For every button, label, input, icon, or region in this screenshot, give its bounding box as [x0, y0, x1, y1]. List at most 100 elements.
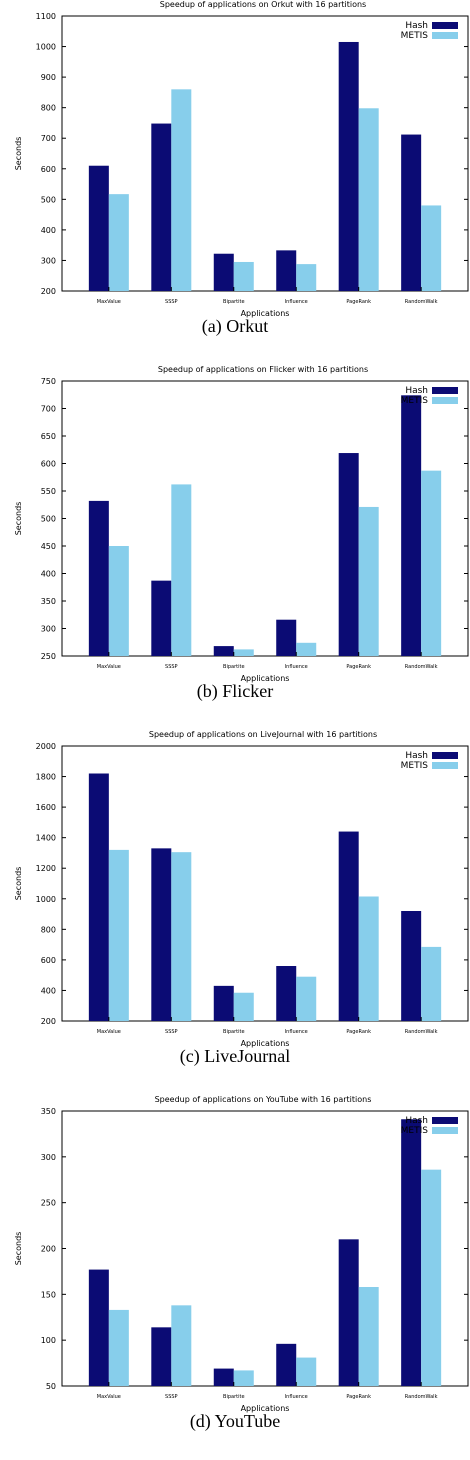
y-tick-label: 300: [41, 1153, 56, 1162]
bar-hash-sssp: [151, 1327, 172, 1386]
y-tick-label: 350: [41, 597, 56, 606]
legend-label-hash: Hash: [405, 751, 428, 761]
legend-label-metis: METIS: [401, 1126, 429, 1136]
x-tick-label: Bipartite: [223, 664, 245, 670]
bar-hash-pagerank: [338, 1239, 359, 1386]
bar-metis-randomwalk: [421, 470, 442, 656]
x-tick-label: MaxValue: [97, 664, 121, 670]
y-tick-label: 600: [41, 165, 56, 174]
caption-youtube: (d) YouTube: [189, 1411, 281, 1431]
x-tick-label: RandomWalk: [405, 664, 438, 670]
y-axis-label: Seconds: [14, 137, 23, 171]
x-tick-label: Bipartite: [223, 1029, 245, 1035]
x-tick-label: MaxValue: [97, 299, 121, 305]
x-tick-label: SSSP: [165, 1394, 178, 1400]
y-tick-label: 100: [41, 1336, 56, 1345]
bar-hash-maxvalue: [88, 1269, 109, 1386]
y-tick-label: 250: [41, 1199, 56, 1208]
chart-livejournal: Speedup of applications on LiveJournal w…: [14, 730, 469, 1048]
y-tick-label: 900: [41, 73, 56, 82]
x-tick-label: SSSP: [165, 664, 178, 670]
legend-swatch-metis: [432, 1127, 458, 1134]
bar-metis-maxvalue: [108, 546, 129, 656]
chart-panel-youtube: Speedup of applications on YouTube with …: [0, 1095, 470, 1460]
y-tick-label: 700: [41, 405, 56, 414]
bar-hash-pagerank: [338, 41, 359, 291]
bar-metis-maxvalue: [108, 849, 129, 1021]
x-axis-label: Applications: [241, 309, 290, 318]
legend-swatch-metis: [432, 397, 458, 404]
x-tick-label: MaxValue: [97, 1029, 121, 1035]
bar-hash-maxvalue: [88, 165, 109, 291]
caption-orkut: (a) Orkut: [201, 316, 269, 336]
legend-label-metis: METIS: [401, 31, 429, 41]
bar-hash-randomwalk: [401, 395, 422, 656]
chart-youtube: Speedup of applications on YouTube with …: [14, 1095, 469, 1413]
bar-hash-influence: [276, 1343, 297, 1386]
bar-metis-bipartite: [233, 1370, 254, 1386]
y-axis-label: Seconds: [14, 502, 23, 536]
legend-swatch-hash: [432, 752, 458, 759]
bar-metis-influence: [296, 976, 317, 1021]
chart-panel-livejournal: Speedup of applications on LiveJournal w…: [0, 730, 470, 1095]
bar-hash-randomwalk: [401, 911, 422, 1021]
chart-panel-orkut: Speedup of applications on Orkut with 16…: [0, 0, 470, 365]
bar-metis-maxvalue: [108, 194, 129, 291]
bar-hash-influence: [276, 966, 297, 1021]
y-tick-label: 650: [41, 432, 56, 441]
y-tick-label: 200: [41, 287, 56, 296]
y-tick-label: 750: [41, 377, 56, 386]
x-tick-label: Influence: [285, 1394, 308, 1400]
bar-metis-pagerank: [358, 108, 379, 292]
x-tick-label: PageRank: [346, 1394, 371, 1400]
y-tick-label: 2000: [36, 742, 56, 751]
bar-hash-sssp: [151, 123, 172, 291]
bar-metis-sssp: [171, 484, 192, 656]
bar-metis-sssp: [171, 852, 192, 1021]
legend-label-metis: METIS: [401, 396, 429, 406]
y-tick-label: 150: [41, 1290, 56, 1299]
y-axis-label: Seconds: [14, 867, 23, 901]
y-tick-label: 1000: [36, 43, 56, 52]
x-tick-label: PageRank: [346, 1029, 371, 1035]
y-tick-label: 600: [41, 956, 56, 965]
bar-metis-pagerank: [358, 1287, 379, 1386]
y-tick-label: 400: [41, 986, 56, 995]
x-tick-label: Bipartite: [223, 1394, 245, 1400]
y-tick-label: 1000: [36, 895, 56, 904]
bar-metis-bipartite: [233, 992, 254, 1021]
x-tick-label: PageRank: [346, 664, 371, 670]
y-tick-label: 1600: [36, 803, 56, 812]
bar-metis-influence: [296, 1357, 317, 1386]
x-tick-label: SSSP: [165, 299, 178, 305]
bar-hash-maxvalue: [88, 773, 109, 1021]
chart-panel-flicker: Speedup of applications on Flicker with …: [0, 365, 470, 730]
bar-hash-influence: [276, 250, 297, 291]
y-tick-label: 300: [41, 625, 56, 634]
x-tick-label: RandomWalk: [405, 1029, 438, 1035]
chart-title: Speedup of applications on Flicker with …: [158, 365, 368, 374]
chart-title: Speedup of applications on Orkut with 16…: [160, 0, 366, 9]
y-tick-label: 1200: [36, 864, 56, 873]
bar-hash-sssp: [151, 580, 172, 656]
y-tick-label: 700: [41, 134, 56, 143]
bar-metis-bipartite: [233, 261, 254, 291]
bar-metis-sssp: [171, 89, 192, 291]
y-tick-label: 200: [41, 1017, 56, 1026]
bar-metis-sssp: [171, 1305, 192, 1386]
x-tick-label: RandomWalk: [405, 1394, 438, 1400]
plot-frame: [61, 15, 469, 292]
x-axis-label: Applications: [241, 1404, 290, 1413]
bar-metis-randomwalk: [421, 946, 442, 1021]
bar-hash-maxvalue: [88, 500, 109, 656]
legend-swatch-metis: [432, 32, 458, 39]
x-tick-label: RandomWalk: [405, 299, 438, 305]
y-tick-label: 500: [41, 195, 56, 204]
y-tick-label: 400: [41, 226, 56, 235]
bar-hash-sssp: [151, 848, 172, 1021]
chart-title: Speedup of applications on YouTube with …: [155, 1095, 372, 1104]
y-tick-label: 1800: [36, 773, 56, 782]
caption-livejournal: (c) LiveJournal: [179, 1046, 291, 1066]
legend-swatch-hash: [432, 22, 458, 29]
bar-hash-bipartite: [213, 1368, 234, 1386]
